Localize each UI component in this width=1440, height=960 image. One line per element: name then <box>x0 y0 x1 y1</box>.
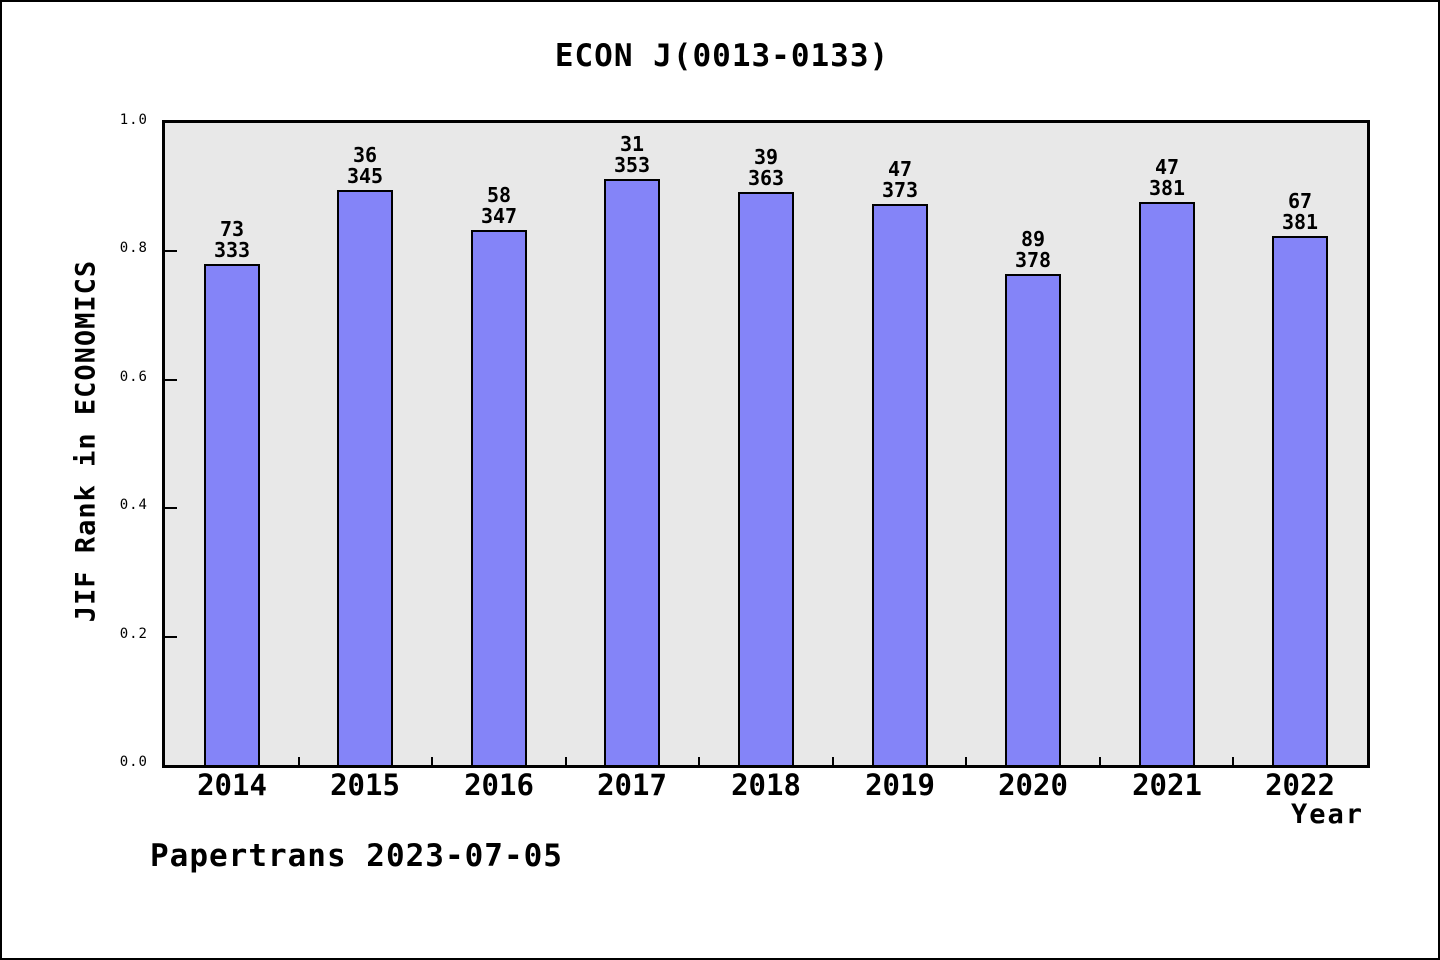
x-minor-tick <box>298 757 300 765</box>
bar-2022 <box>1272 236 1328 765</box>
x-minor-tick <box>832 757 834 765</box>
bar-total-value: 378 <box>1014 248 1052 272</box>
y-tick-label: 0.4 <box>119 497 148 514</box>
bar-total-value: 353 <box>613 153 651 177</box>
bar-value-label-2015: 36 345 <box>295 145 435 187</box>
y-tick-label: 0.0 <box>119 754 148 770</box>
bar-2017 <box>604 179 660 765</box>
bar-2015 <box>337 190 393 765</box>
bar-total-value: 381 <box>1281 210 1319 234</box>
bar-2018 <box>738 192 794 765</box>
bar-rank-value: 47 <box>887 157 913 181</box>
bar-value-label-2021: 47 381 <box>1097 157 1237 199</box>
y-tick-label: 0.2 <box>119 625 148 642</box>
y-tick-mark <box>165 250 177 253</box>
y-tick-mark <box>165 635 177 638</box>
bar-rank-value: 73 <box>219 217 245 241</box>
x-tick-label-2014: 2014 <box>197 768 267 802</box>
plot-area: 73 333 36 345 58 347 31 353 39 363 47 373 89 378 47 381… <box>162 120 1370 768</box>
bar-2021 <box>1139 202 1195 765</box>
x-tick-label-2015: 2015 <box>330 768 400 802</box>
bar-value-label-2014: 73 333 <box>162 219 302 261</box>
bar-total-value: 333 <box>213 238 251 262</box>
bar-value-label-2017: 31 353 <box>562 134 702 176</box>
bar-2020 <box>1005 274 1061 765</box>
x-tick-label-2016: 2016 <box>464 768 534 802</box>
x-minor-tick <box>565 757 567 765</box>
x-tick-label-2021: 2021 <box>1132 768 1202 802</box>
bar-rank-value: 58 <box>486 183 512 207</box>
bar-2019 <box>872 204 928 765</box>
bar-value-label-2022: 67 381 <box>1230 191 1370 233</box>
x-minor-tick <box>965 757 967 765</box>
y-tick-label: 0.6 <box>119 368 148 385</box>
x-minor-tick <box>698 757 700 765</box>
y-tick-label: 0.8 <box>119 240 148 257</box>
x-axis-label: Year <box>1290 799 1364 830</box>
x-tick-label-2020: 2020 <box>998 768 1068 802</box>
bar-2014 <box>204 264 260 765</box>
y-tick-mark <box>165 507 177 510</box>
bar-value-label-2018: 39 363 <box>696 147 836 189</box>
bar-total-value: 347 <box>480 204 518 228</box>
bar-2016 <box>471 230 527 765</box>
x-minor-tick <box>1099 757 1101 765</box>
bar-rank-value: 67 <box>1287 189 1313 213</box>
x-tick-label-2017: 2017 <box>597 768 667 802</box>
bar-rank-value: 89 <box>1020 227 1046 251</box>
bar-total-value: 363 <box>747 166 785 190</box>
bar-value-label-2019: 47 373 <box>830 159 970 201</box>
x-axis-tick-labels: 2014 2015 2016 2017 2018 2019 2020 2021 2022 <box>165 768 1367 804</box>
x-tick-label-2018: 2018 <box>731 768 801 802</box>
bar-total-value: 345 <box>346 164 384 188</box>
bar-rank-value: 47 <box>1154 155 1180 179</box>
x-minor-tick <box>431 757 433 765</box>
bar-rank-value: 39 <box>753 145 779 169</box>
footer-watermark: Papertrans 2023-07-05 <box>150 838 563 874</box>
bar-rank-value: 36 <box>352 143 378 167</box>
x-tick-label-2019: 2019 <box>865 768 935 802</box>
x-tick-label-2022: 2022 <box>1265 768 1335 802</box>
bar-total-value: 373 <box>881 178 919 202</box>
bar-value-label-2016: 58 347 <box>429 185 569 227</box>
bar-total-value: 381 <box>1148 176 1186 200</box>
y-axis-tick-labels: 0.0 0.2 0.4 0.6 0.8 1.0 <box>2 112 154 770</box>
bar-rank-value: 31 <box>619 132 645 156</box>
bar-value-label-2020: 89 378 <box>963 229 1103 271</box>
x-minor-tick <box>1232 757 1234 765</box>
chart-title: ECON J(0013-0133) <box>554 38 890 74</box>
y-tick-label: 1.0 <box>119 112 148 128</box>
y-tick-mark <box>165 378 177 381</box>
